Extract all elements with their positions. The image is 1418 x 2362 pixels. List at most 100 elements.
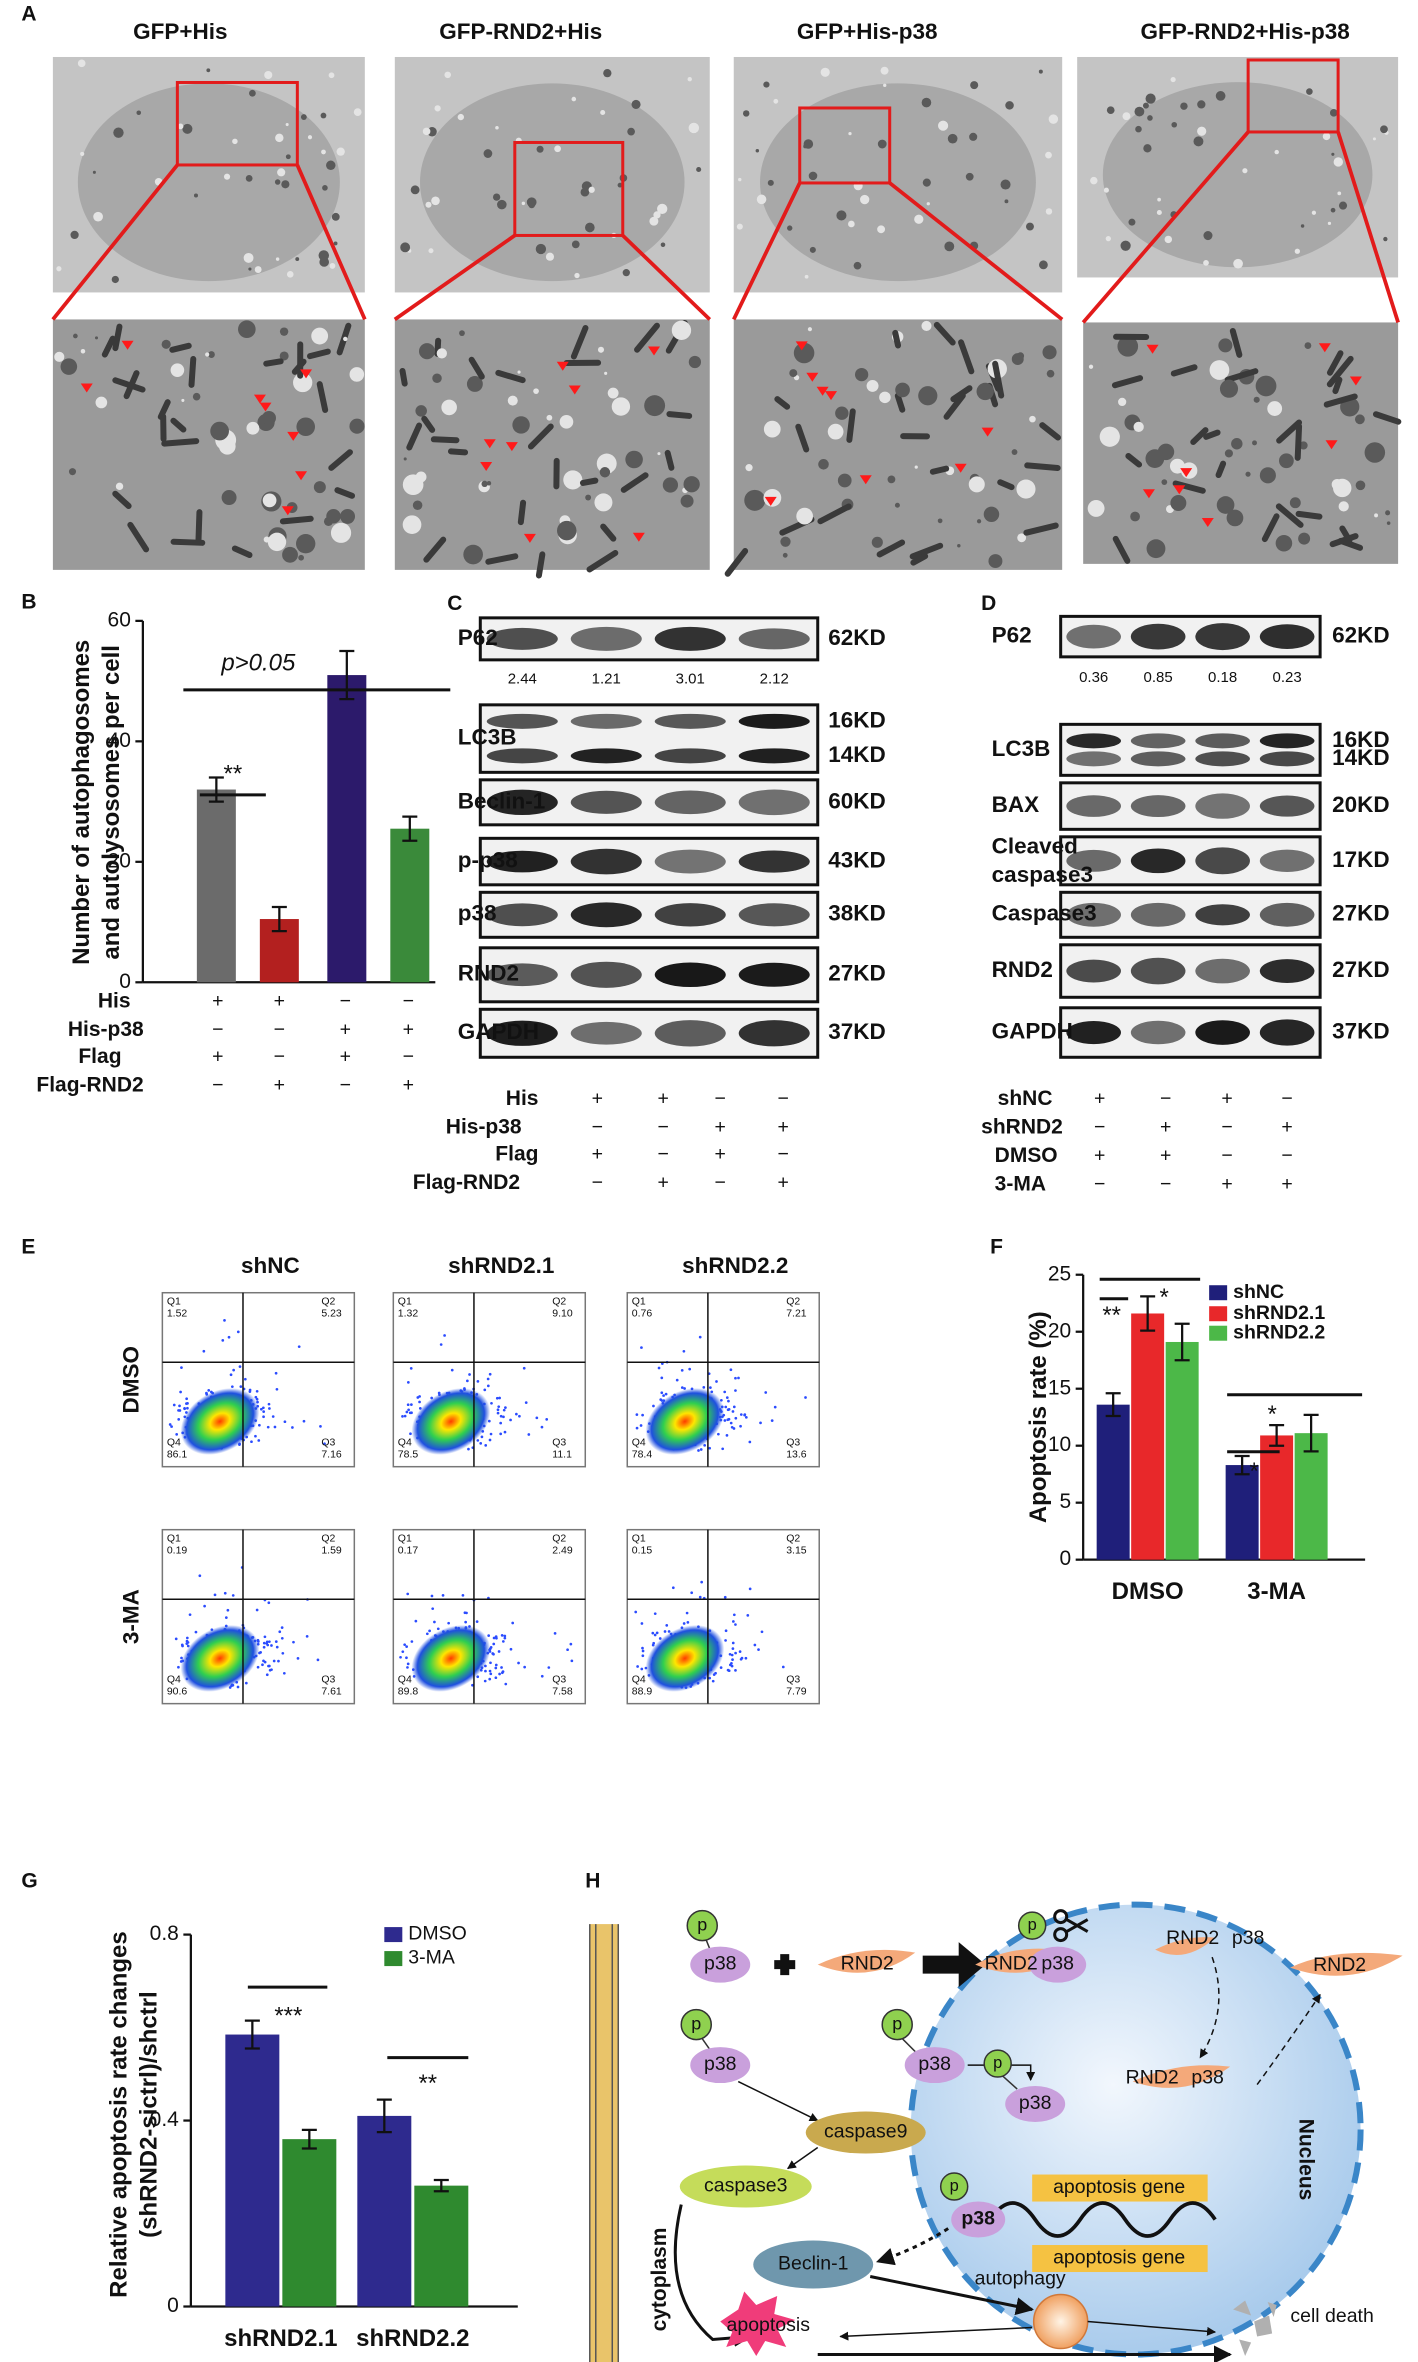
error-bar <box>1105 1392 1121 1418</box>
event-dot <box>641 1654 645 1658</box>
organelle <box>1169 458 1185 474</box>
bar <box>1096 1404 1130 1560</box>
event-dot <box>227 1335 231 1339</box>
event-dot <box>524 1401 528 1405</box>
organelle <box>929 465 950 475</box>
organelle <box>1253 396 1260 403</box>
organelle <box>136 110 142 116</box>
organelle <box>938 120 949 131</box>
condition-sign: + <box>340 1018 351 1040</box>
condition-sign: − <box>340 990 351 1012</box>
event-dot <box>406 1592 410 1596</box>
quadrant-value: 2.49 <box>552 1545 573 1556</box>
p38-label: p38 <box>1041 1953 1074 1975</box>
blot-band <box>1130 623 1186 650</box>
p38-label: p38 <box>704 2053 737 2075</box>
organelle <box>318 250 329 261</box>
cell <box>760 83 1036 282</box>
event-dot <box>535 1416 539 1420</box>
event-dot <box>730 1664 734 1668</box>
organelle <box>1106 106 1115 115</box>
event-dot <box>262 1641 266 1645</box>
organelle <box>249 89 256 97</box>
event-dot <box>475 1620 479 1624</box>
blot-size: 60KD <box>828 788 886 813</box>
event-dot <box>635 1426 639 1430</box>
organelle <box>793 342 815 364</box>
organelle <box>970 81 979 90</box>
organelle <box>586 549 619 573</box>
organelle <box>837 473 852 488</box>
organelle <box>1170 364 1198 377</box>
apoptosis-star <box>720 2291 796 2357</box>
organelle <box>1339 525 1353 544</box>
event-dot <box>205 1391 208 1395</box>
blot-band <box>1195 623 1250 651</box>
condition-sign: − <box>274 1018 285 1040</box>
event-dot <box>480 1435 484 1439</box>
organelle <box>1134 106 1145 117</box>
blot-band <box>738 962 810 987</box>
organelle <box>559 414 574 429</box>
quadrant-name: Q3 <box>786 1437 800 1448</box>
event-dot <box>297 1345 301 1349</box>
organelle <box>1161 479 1168 485</box>
rnd2-label: RND2 <box>1126 2067 1179 2089</box>
organelle <box>603 69 612 78</box>
arrowhead <box>505 442 518 452</box>
organelle <box>880 66 889 75</box>
bar <box>1294 1433 1328 1560</box>
condition-sign: + <box>592 1143 603 1165</box>
event-dot <box>723 1595 727 1599</box>
organelle <box>425 201 432 208</box>
event-dot <box>262 1410 266 1413</box>
event-dot <box>177 1665 180 1669</box>
organelle <box>161 339 171 349</box>
event-dot <box>406 1666 409 1669</box>
condition-label: His <box>98 989 131 1012</box>
organelle <box>466 376 483 392</box>
blot-size: 20KD <box>1332 792 1390 817</box>
organelle <box>517 499 527 526</box>
event-dot <box>566 1648 569 1652</box>
event-dot <box>731 1647 735 1650</box>
blot-band <box>738 748 810 764</box>
legend-label: shRND2.2 <box>1233 1321 1325 1343</box>
organelle <box>80 151 85 156</box>
quadrant-name: Q4 <box>632 1437 646 1448</box>
blot-band <box>1195 958 1250 984</box>
organelle <box>1133 421 1144 433</box>
organelle <box>221 490 237 506</box>
organelle <box>208 351 215 358</box>
organelle <box>447 448 469 456</box>
event-dot <box>651 1631 655 1635</box>
phospho-label: p <box>950 2177 959 2195</box>
quadrant-value: 7.79 <box>786 1686 807 1697</box>
organelle <box>688 122 700 134</box>
scissors <box>1053 1909 1089 1943</box>
quadrant-name: Q1 <box>632 1296 646 1307</box>
event-dot <box>262 1645 266 1649</box>
condition-sign: + <box>212 990 223 1012</box>
y-tick-label: 0.8 <box>150 1922 179 1945</box>
blot-size: 62KD <box>828 625 886 650</box>
blot-band <box>1195 847 1250 875</box>
dashed-arrow <box>1199 1956 1220 2059</box>
quadrant-name: Q3 <box>321 1674 335 1685</box>
event-dot <box>450 1368 454 1372</box>
organelle <box>553 457 560 490</box>
event-dot <box>511 1621 515 1625</box>
event-dot <box>263 1635 267 1639</box>
quadrant-value: 78.5 <box>398 1449 419 1460</box>
organelle <box>653 211 661 219</box>
event-dot <box>236 1330 240 1334</box>
condition-sign: − <box>1281 1144 1292 1166</box>
event-dot <box>483 1388 487 1392</box>
organelle <box>662 477 679 493</box>
micrograph <box>394 319 710 570</box>
arrowhead <box>764 496 777 506</box>
organelle <box>1005 101 1014 110</box>
event-dot <box>265 1673 269 1677</box>
panel-label: D <box>981 592 996 615</box>
organelle <box>182 123 193 134</box>
